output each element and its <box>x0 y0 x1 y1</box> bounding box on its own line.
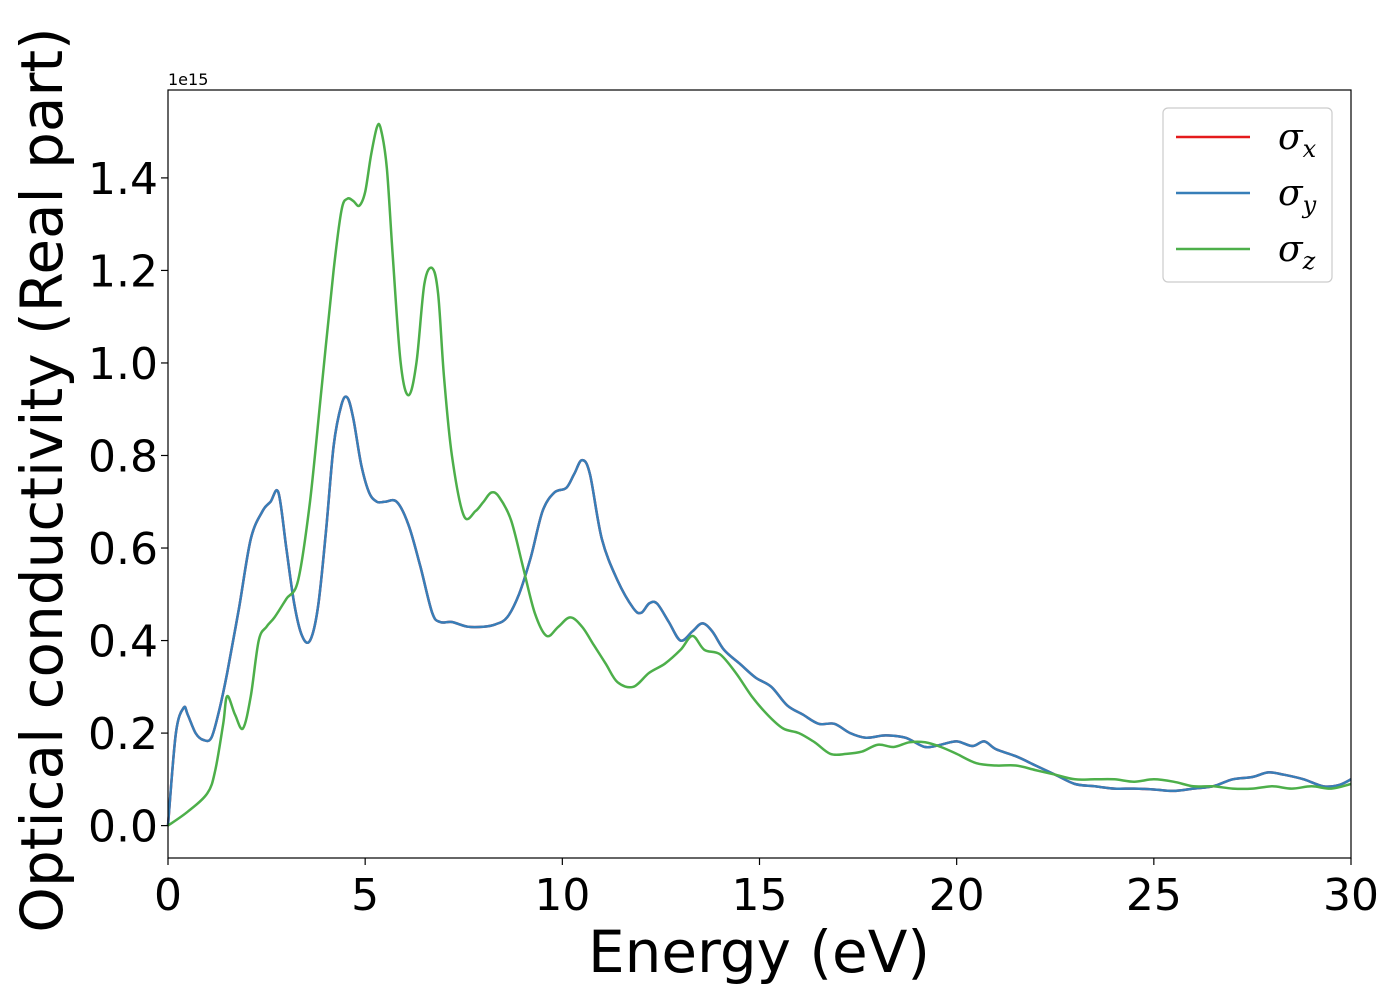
y-tick-label: 0.4 <box>88 617 158 668</box>
series-line-x <box>166 395 1352 826</box>
x-tick-label: 30 <box>1323 870 1379 921</box>
legend-box <box>1162 107 1333 283</box>
y-tick-label: 1.4 <box>88 154 158 205</box>
y-tick-label: 0.2 <box>88 709 158 760</box>
y-tick-label: 0.0 <box>88 802 158 853</box>
x-tick-label: 10 <box>534 870 590 921</box>
x-tick-label: 20 <box>929 870 985 921</box>
x-tick-label: 5 <box>351 870 379 921</box>
y-tick-label: 1.0 <box>88 339 158 390</box>
x-tick-label: 25 <box>1126 870 1182 921</box>
y-axis-title: Optical conductivity (Real part) <box>8 27 76 932</box>
y-axis: 0.0 0.2 0.4 0.6 0.8 1.0 1.2 1.4 <box>88 154 168 853</box>
x-tick-label: 0 <box>154 870 182 921</box>
y-tick-label: 0.8 <box>88 431 158 482</box>
y-tick-label: 0.6 <box>88 524 158 575</box>
x-axis: 0 5 10 15 20 25 30 <box>154 858 1379 921</box>
series-line-z <box>167 122 1352 827</box>
y-offset-label: 1e15 <box>168 70 208 89</box>
series-layer <box>166 122 1352 827</box>
x-tick-label: 15 <box>732 870 788 921</box>
series-line-y <box>166 395 1352 826</box>
y-tick-label: 1.2 <box>88 246 158 297</box>
x-axis-title: Energy (eV) <box>588 918 930 986</box>
